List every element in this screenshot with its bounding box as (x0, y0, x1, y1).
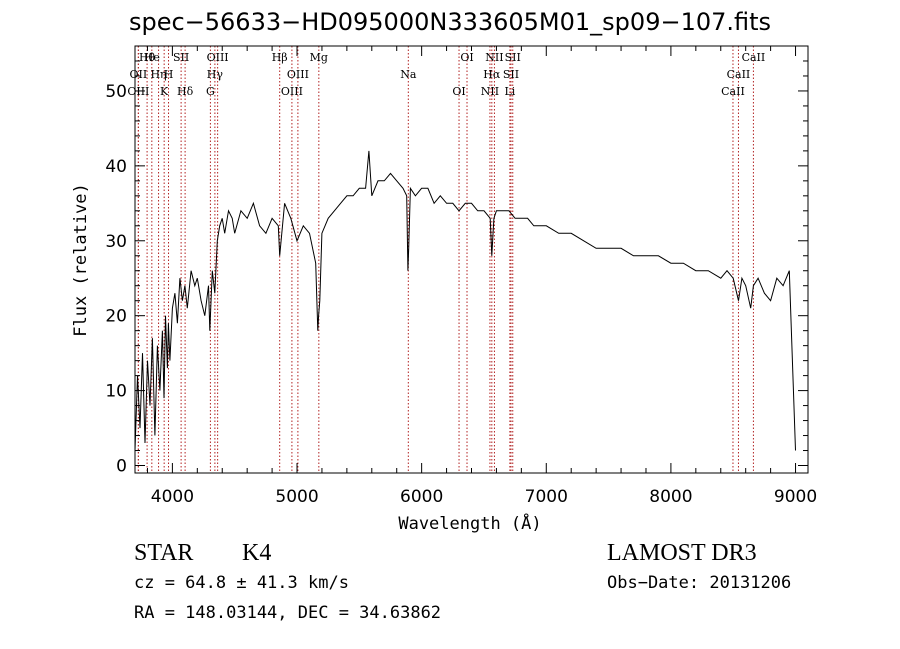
spectral-line-label: CaII (742, 51, 766, 64)
object-subclass: K4 (242, 540, 272, 566)
spectral-line-label: CaII (727, 68, 751, 81)
spectral-line-label: Li (504, 85, 515, 98)
spectral-line-label: OIII (281, 85, 303, 98)
spectral-line-label: He (144, 51, 160, 64)
axis-ticks: 4000 5000 6000 7000 8000 9000 0 10 20 30 40 50 (105, 45, 817, 507)
spectrum-series (134, 150, 796, 451)
spectral-line-label: SII (505, 51, 521, 64)
spectral-line-label: Hη (150, 68, 166, 81)
y-tick-label: 10 (105, 382, 127, 402)
y-tick-label: 20 (105, 307, 127, 327)
spectral-line-label: OII (130, 68, 148, 81)
spectral-line-label: Hθ (139, 51, 156, 64)
spectral-line-labels: HθOIIOIIIHeHηKSIIHHδOIIIHγGHβOIIIOIIIMgN… (127, 51, 765, 98)
spectrum-line (134, 150, 796, 451)
spectral-line-label: OI (452, 85, 465, 98)
x-tick-label: 4000 (151, 487, 194, 507)
spectral-line-label: Hα (483, 68, 501, 81)
spectral-line-label: OIII (207, 51, 229, 64)
spectral-line-label: Na (400, 68, 417, 81)
spectral-line-label: H (164, 68, 174, 81)
spectral-line-label: Hδ (177, 85, 194, 98)
spectral-line-label: K (160, 85, 169, 98)
y-axis-label: Flux (relative) (71, 183, 91, 337)
spectral-line-label: CaII (721, 85, 745, 98)
spectral-line-label: SII (173, 51, 189, 64)
spectral-line-label: OIII (287, 68, 309, 81)
spectral-line-label: Hβ (272, 51, 288, 64)
chart-title: spec−56633−HD095000N333605M01_sp09−107.f… (128, 8, 772, 36)
spectral-line-label: Hγ (207, 68, 224, 81)
x-axis-label: Wavelength (Å) (398, 512, 541, 534)
x-tick-label: 7000 (525, 487, 568, 507)
y-tick-label: 40 (105, 157, 127, 177)
x-tick-label: 8000 (649, 487, 692, 507)
y-tick-label: 50 (105, 82, 127, 102)
spectral-line-markers (137, 46, 754, 473)
y-tick-label: 0 (116, 457, 127, 477)
spectral-line-label: G (206, 85, 215, 98)
spectral-line-label: NII (485, 51, 503, 64)
y-tick-label: 30 (105, 232, 127, 252)
x-tick-label: 6000 (400, 487, 443, 507)
object-class: STAR (134, 540, 194, 566)
spectral-line-label: OI (460, 51, 473, 64)
spectral-line-label: OIII (127, 85, 149, 98)
x-tick-label: 5000 (275, 487, 318, 507)
plot-frame (134, 45, 809, 474)
survey-name: LAMOST DR3 (607, 540, 757, 566)
redshift-cz: cz = 64.8 ± 41.3 km/s (134, 573, 349, 593)
observation-date: Obs−Date: 20131206 (607, 573, 792, 593)
spectral-line-label: SII (503, 68, 519, 81)
ra-dec-coordinates: RA = 148.03144, DEC = 34.63862 (134, 603, 442, 623)
x-tick-label: 9000 (774, 487, 817, 507)
spectral-line-label: Mg (310, 51, 328, 64)
spectral-line-label: NII (481, 85, 499, 98)
